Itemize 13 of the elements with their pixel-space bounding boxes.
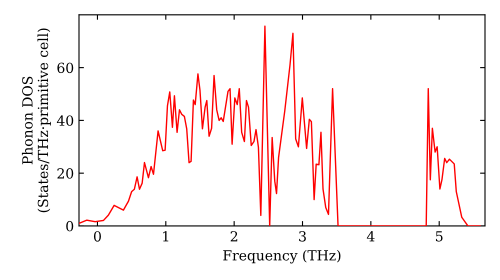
x-tick-label: 2: [230, 231, 238, 242]
x-tick-label: 4: [366, 231, 375, 242]
x-tick-label: 1: [163, 231, 168, 242]
y-tick-label: 0: [66, 220, 74, 232]
x-axis-title: Frequency (THz): [223, 250, 340, 264]
x-tick-label: 3: [299, 231, 306, 242]
y-axis-title: Phonon DOS (States/THz·primitive cell): [22, 28, 51, 212]
y-tick-label: 40: [56, 115, 74, 126]
y-tick-label: 20: [57, 168, 74, 179]
x-tick-label: 5: [436, 231, 443, 242]
y-tick-label: 60: [57, 62, 74, 74]
line-series: [79, 25, 481, 226]
x-tick-label: 0: [94, 231, 101, 242]
